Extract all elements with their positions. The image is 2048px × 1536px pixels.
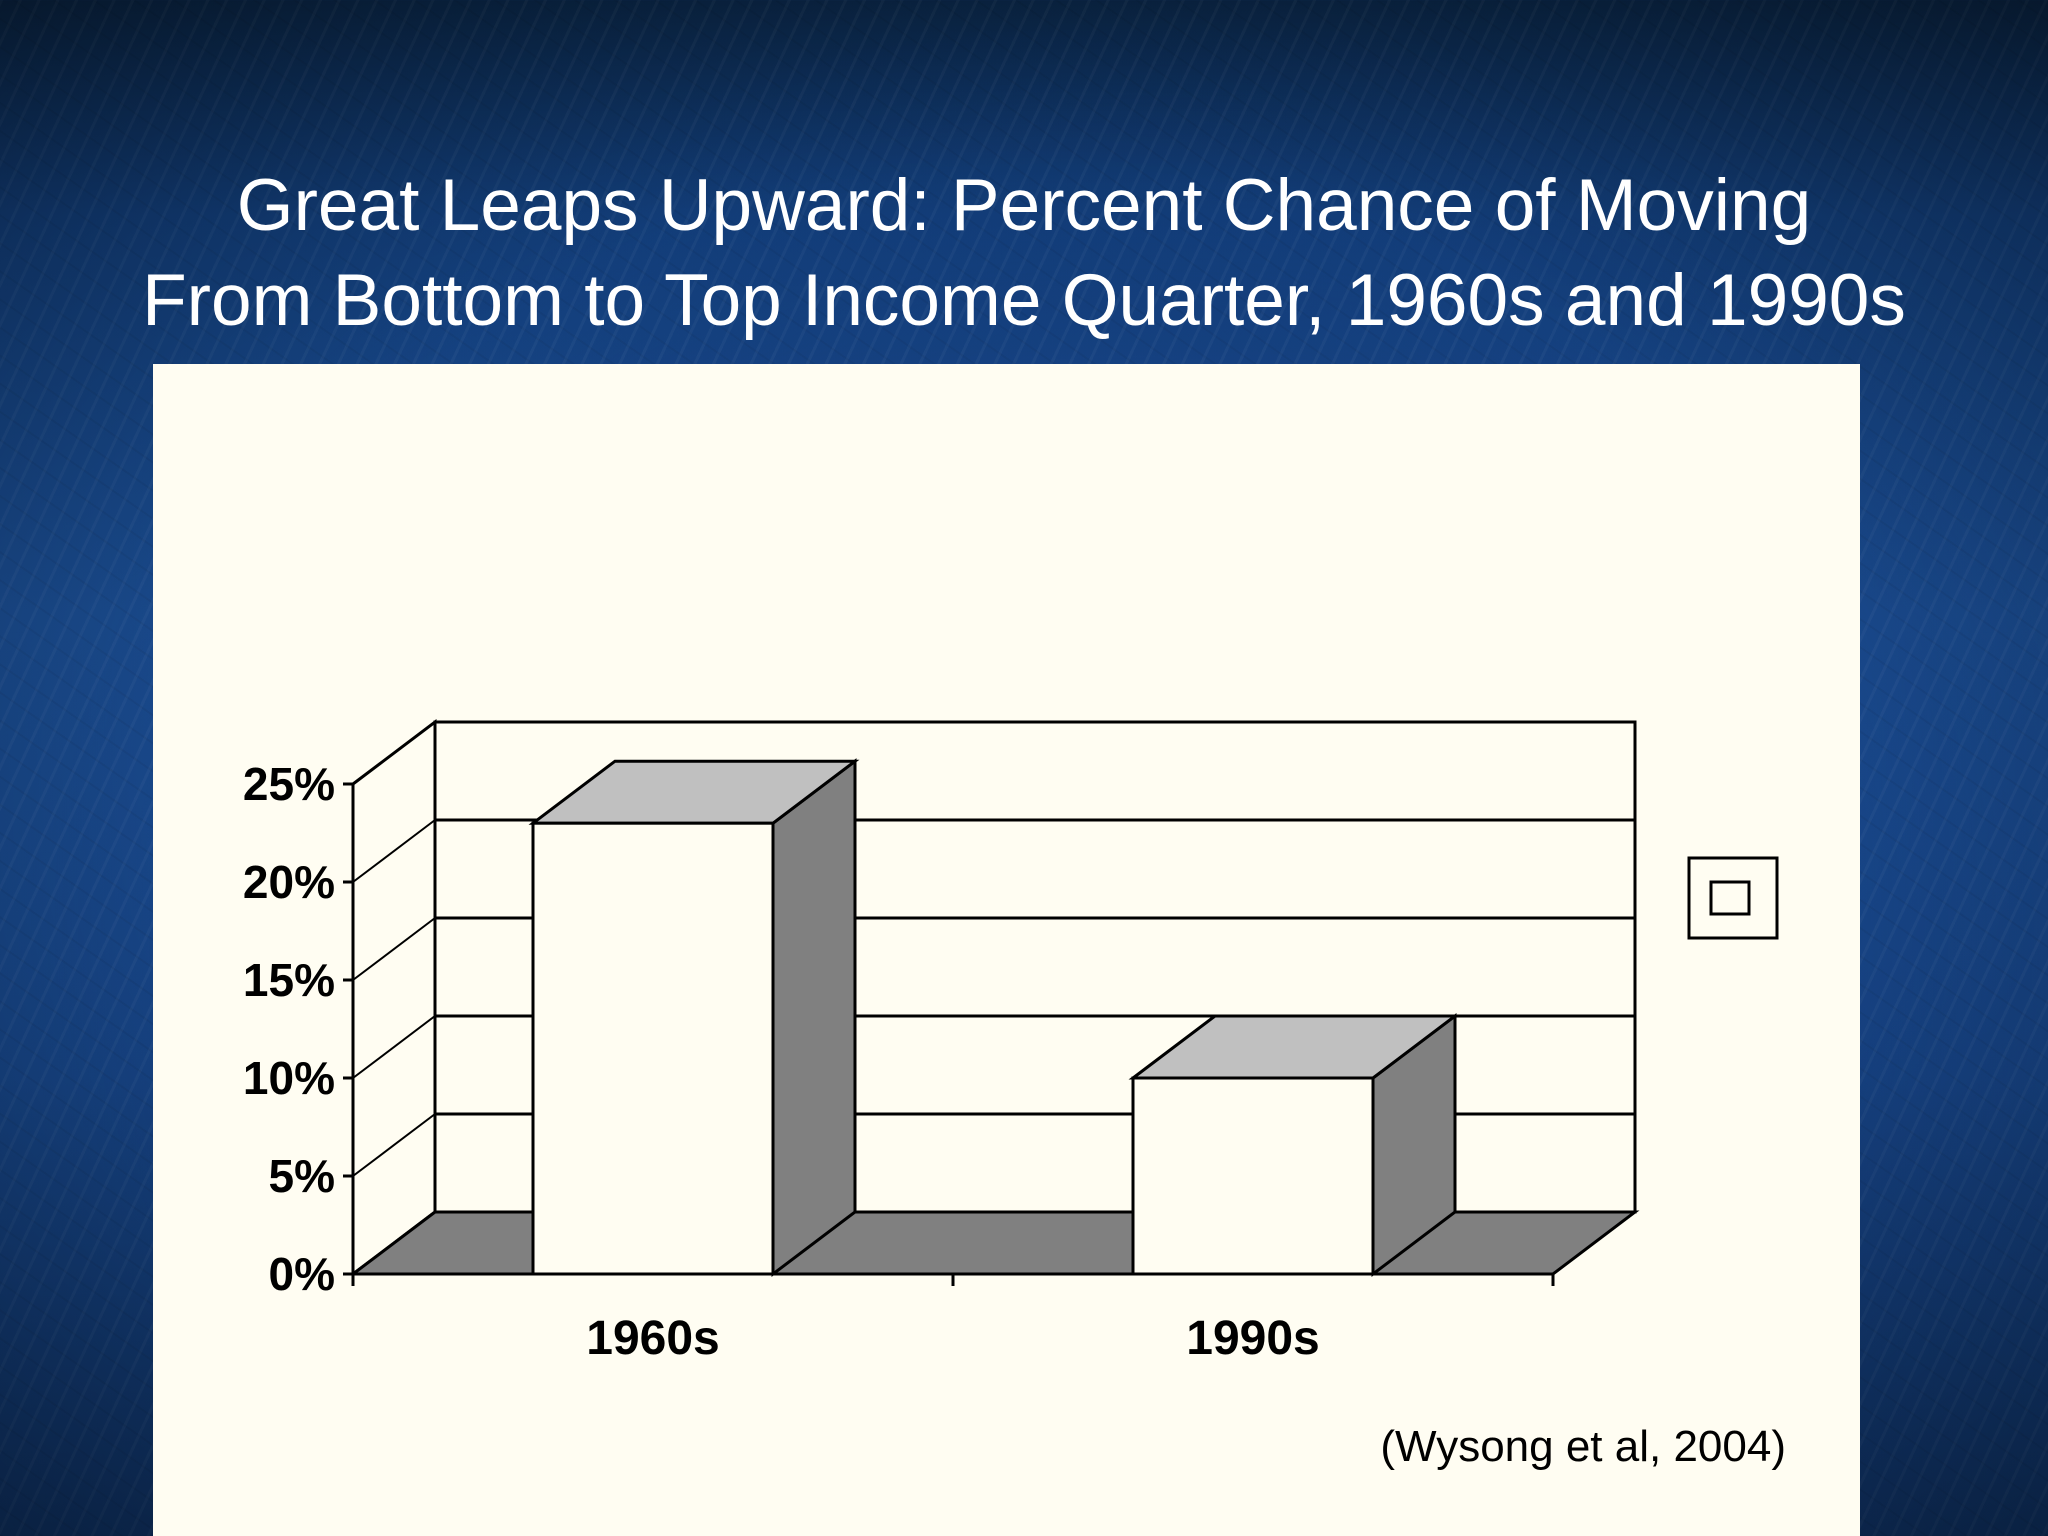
gridline-depth xyxy=(352,917,436,981)
y-tick-label: 0% xyxy=(269,1248,335,1300)
y-tick-label: 10% xyxy=(243,1052,335,1104)
chart-legend xyxy=(1687,856,1779,940)
bar-1960s xyxy=(528,758,860,1278)
chart-side-wall xyxy=(351,718,437,1278)
legend-swatch xyxy=(1709,880,1751,916)
chart-bars xyxy=(528,758,1460,1278)
y-tick-label: 25% xyxy=(243,758,335,810)
bar-front-face xyxy=(531,821,775,1276)
slide-title: Great Leaps Upward: Percent Chance of Mo… xyxy=(0,158,2048,348)
chart-axes: 0% 5% 10% 15% 20% 25% 1960s 1990s xyxy=(243,758,1555,1365)
gridline-depth xyxy=(352,721,436,785)
gridline-depth xyxy=(352,1015,436,1079)
bar-1990s xyxy=(1128,1012,1460,1278)
gridline-depth xyxy=(352,1113,436,1177)
x-tick-label: 1960s xyxy=(586,1312,719,1365)
x-tick-label: 1990s xyxy=(1186,1312,1319,1365)
slide-title-line-2: From Bottom to Top Income Quarter, 1960s… xyxy=(142,260,1906,341)
y-tick-label: 15% xyxy=(243,954,335,1006)
slide-title-line-1: Great Leaps Upward: Percent Chance of Mo… xyxy=(236,165,1812,246)
y-tick-label: 5% xyxy=(269,1150,335,1202)
chart-panel: 0% 5% 10% 15% 20% 25% 1960s 1990s (Wysong et al… xyxy=(153,364,1860,1536)
gridline-depth xyxy=(352,819,436,883)
bar-chart: 0% 5% 10% 15% 20% 25% 1960s 1990s (Wysong et al… xyxy=(243,718,1786,1471)
bar-side-face xyxy=(771,758,857,1278)
y-tick-label: 20% xyxy=(243,856,335,908)
source-note: (Wysong et al, 2004) xyxy=(1380,1422,1786,1471)
legend-box xyxy=(1687,856,1779,940)
bar-front-face xyxy=(1131,1076,1375,1276)
